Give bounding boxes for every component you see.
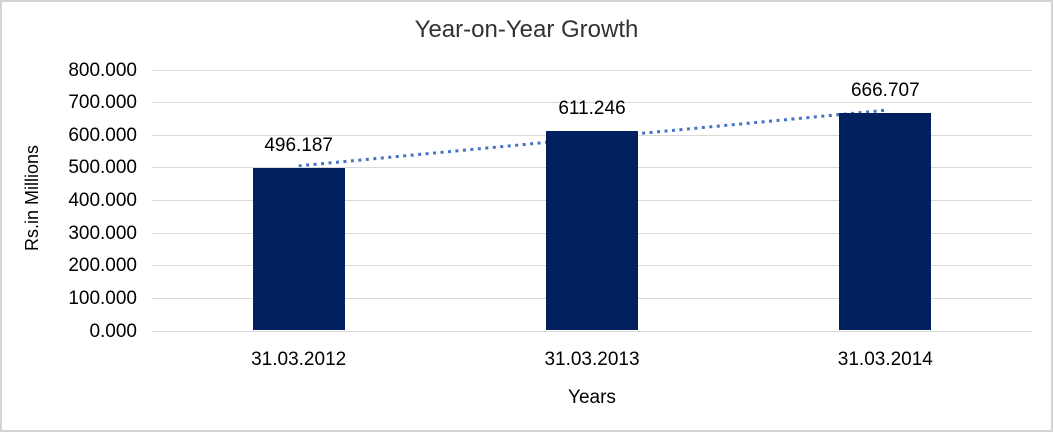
y-tick-label: 600.000 — [68, 124, 137, 146]
y-tick-label: 200.000 — [68, 255, 137, 277]
x-category-label: 31.03.2013 — [544, 349, 640, 370]
y-tick-label: 800.000 — [68, 59, 137, 81]
y-tick-label: 700.000 — [68, 92, 137, 114]
y-tick-label: 0.000 — [89, 320, 137, 342]
x-category-label: 31.03.2012 — [251, 349, 347, 370]
bar-31.03.2014 — [839, 112, 932, 330]
bar-31.03.2013 — [546, 130, 638, 330]
y-tick-label: 400.000 — [68, 190, 137, 211]
chart-title: Year-on-Year Growth — [414, 16, 639, 43]
x-category-label: 31.03.2014 — [837, 349, 933, 370]
x-axis-title: Years — [568, 387, 616, 408]
bar-value-label: 496.187 — [264, 135, 333, 157]
y-tick-label: 300.000 — [68, 222, 137, 244]
bar-value-label: 611.246 — [558, 97, 626, 119]
gridline — [152, 69, 1032, 71]
y-tick-label: 500.000 — [68, 157, 137, 179]
bar-value-label: 666.707 — [850, 79, 920, 101]
bar-31.03.2012 — [252, 168, 345, 330]
plot-area: 496.187 611.246 666.707 — [152, 69, 1032, 332]
gridline — [152, 330, 1032, 332]
gridline — [152, 102, 1032, 104]
y-tick-label: 100.000 — [68, 287, 137, 309]
